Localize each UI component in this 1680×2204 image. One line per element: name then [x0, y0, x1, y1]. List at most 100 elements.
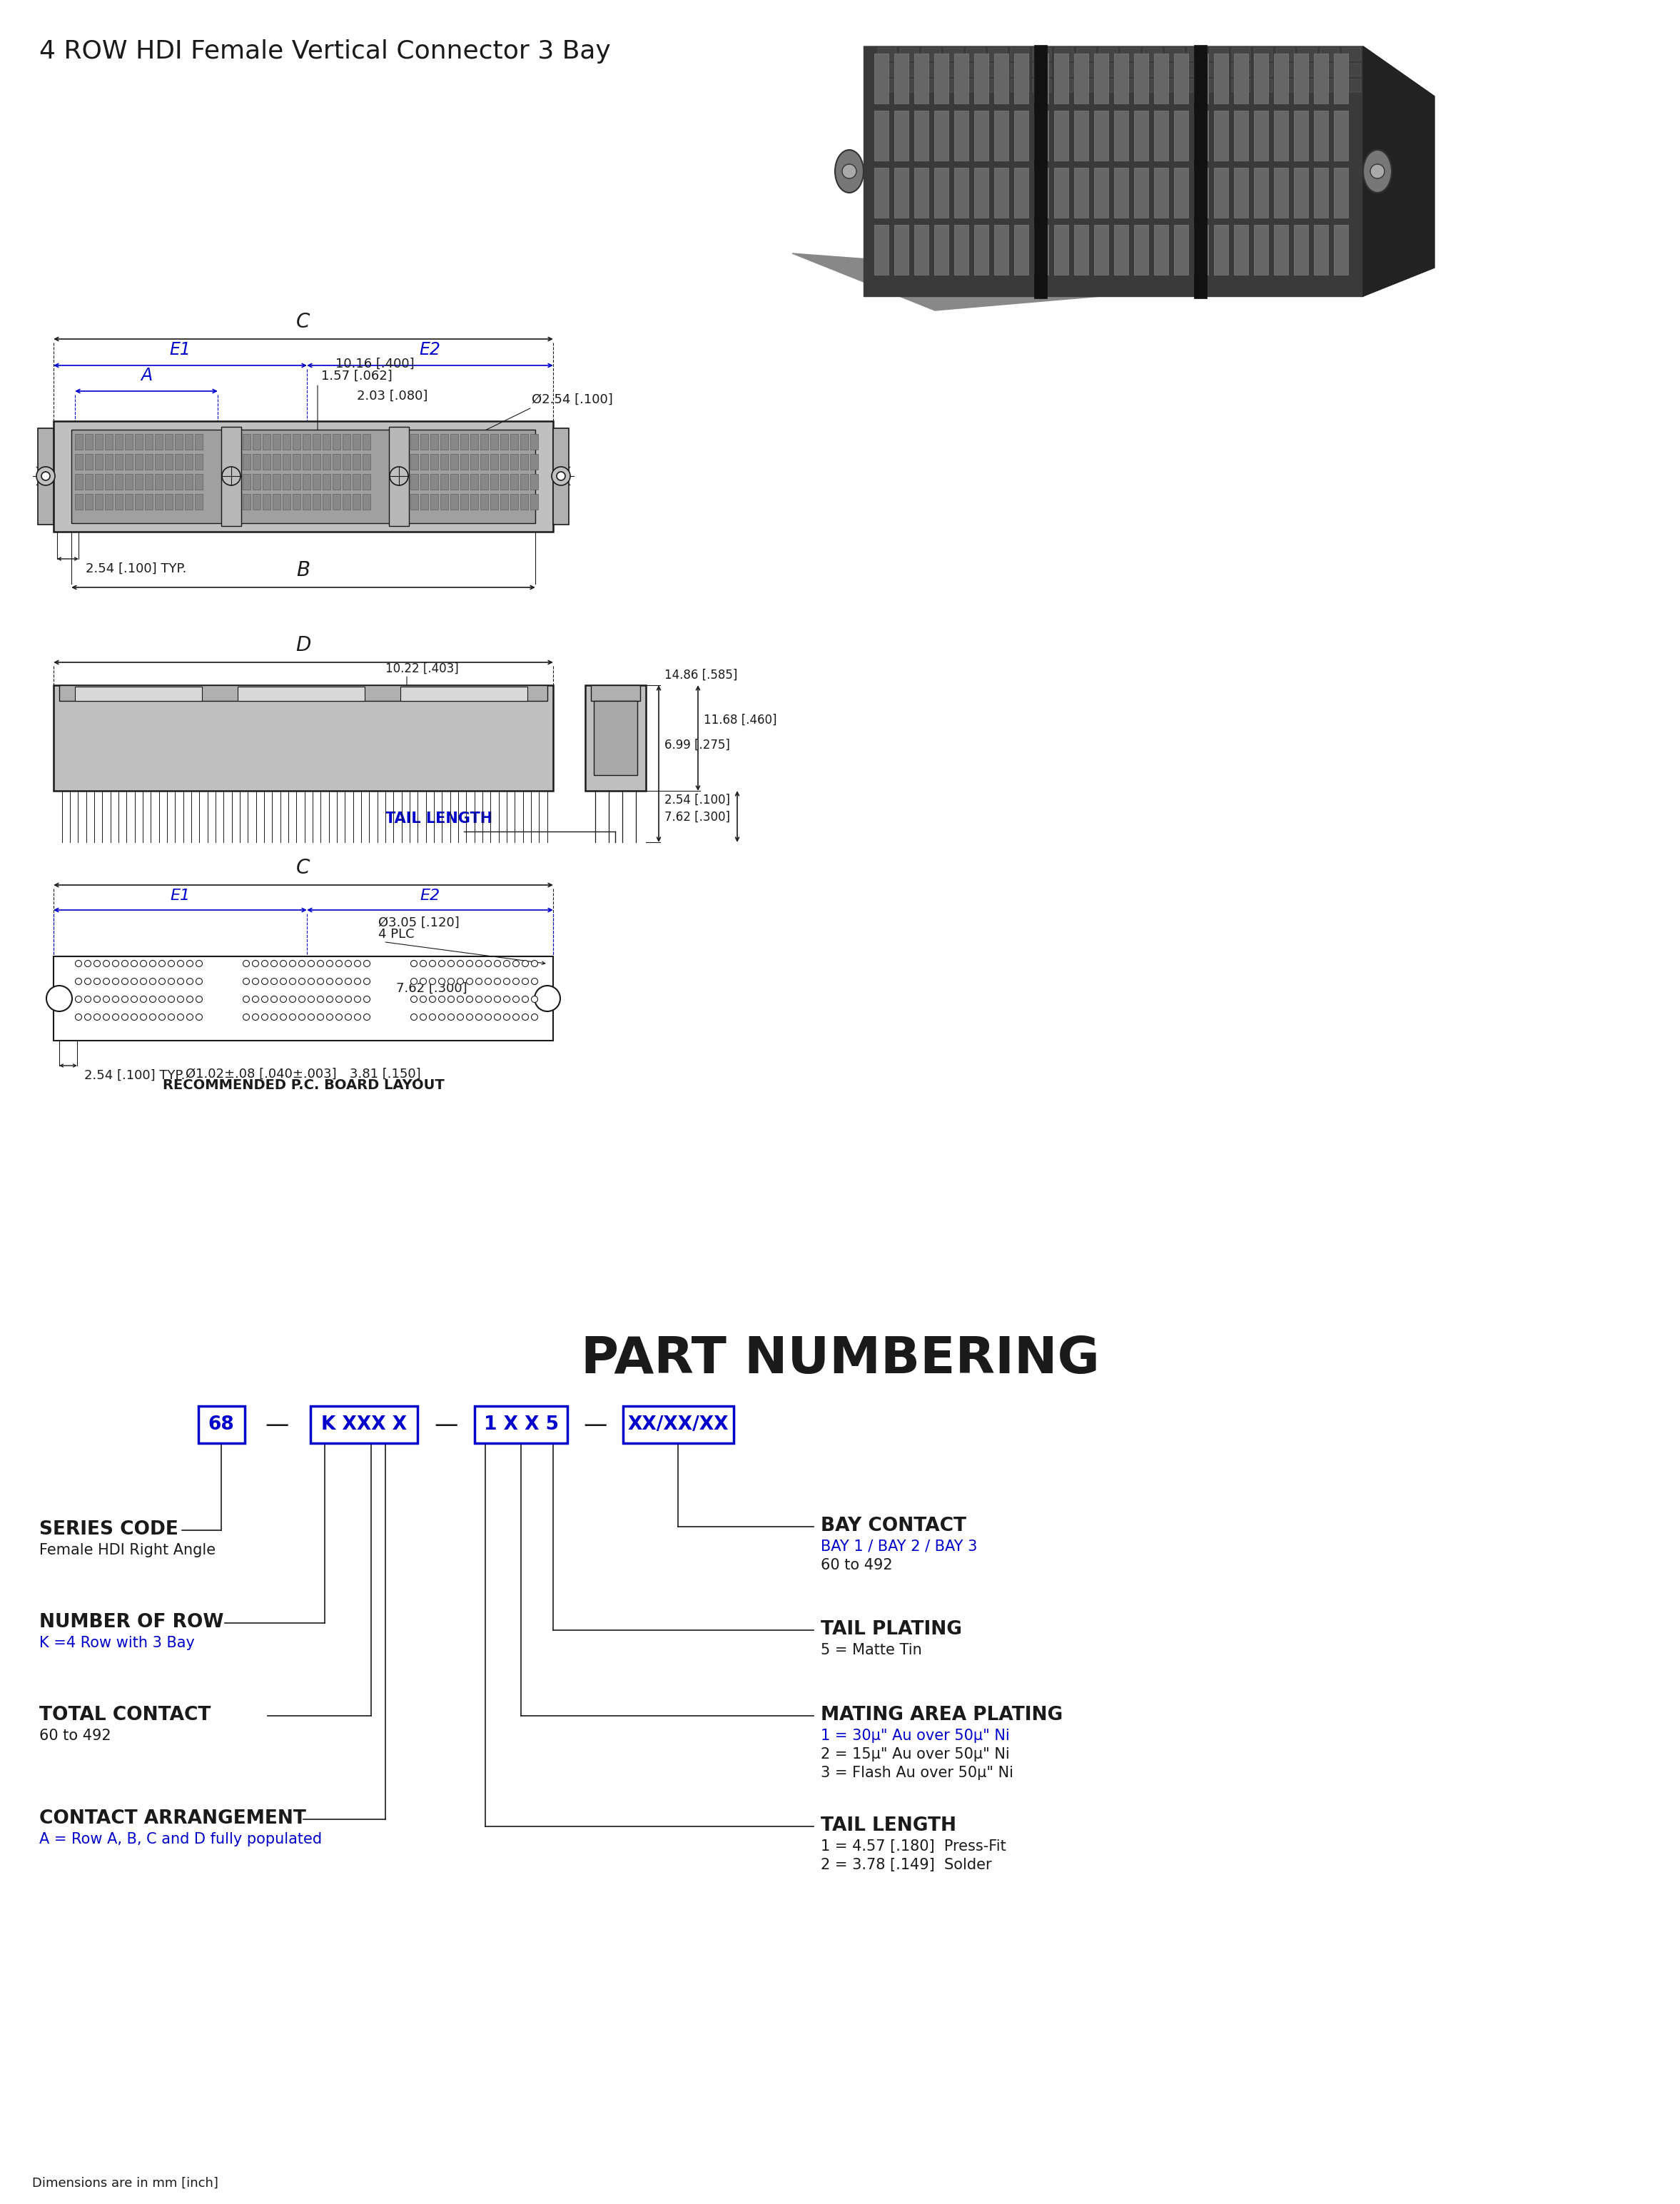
Text: 3 = Flash Au over 50μ" Ni: 3 = Flash Au over 50μ" Ni [822, 1765, 1013, 1781]
Bar [914, 53, 929, 104]
Circle shape [102, 979, 109, 985]
Circle shape [113, 979, 119, 985]
Text: 5 = Matte Tin: 5 = Matte Tin [822, 1642, 922, 1657]
Bar [974, 53, 988, 104]
Circle shape [244, 996, 249, 1003]
Bar [1277, 48, 1295, 62]
Circle shape [197, 961, 202, 968]
Circle shape [842, 163, 857, 179]
Circle shape [318, 961, 324, 968]
Bar [440, 474, 449, 489]
Circle shape [84, 996, 91, 1003]
Bar [343, 454, 351, 469]
Bar [954, 225, 968, 276]
Bar [1314, 53, 1329, 104]
Text: Female HDI Right Angle: Female HDI Right Angle [39, 1543, 215, 1558]
Bar [195, 434, 203, 450]
Bar [1035, 168, 1048, 218]
Bar [894, 110, 909, 161]
Polygon shape [864, 46, 1435, 97]
Bar [521, 474, 528, 489]
Bar [76, 494, 82, 509]
Text: TAIL PLATING: TAIL PLATING [822, 1620, 963, 1640]
Text: 4 ROW HDI Female Vertical Connector 3 Bay: 4 ROW HDI Female Vertical Connector 3 Ba… [39, 40, 612, 64]
Bar [1277, 79, 1295, 93]
Bar [1055, 79, 1074, 93]
Bar [1253, 168, 1268, 218]
Circle shape [449, 961, 454, 968]
Bar [1253, 48, 1272, 62]
Text: E2: E2 [420, 888, 440, 904]
Bar [531, 494, 538, 509]
Text: 1.57 [.062]: 1.57 [.062] [321, 370, 393, 383]
Circle shape [76, 1014, 82, 1020]
Bar [1174, 110, 1188, 161]
Bar [124, 474, 133, 489]
Circle shape [449, 996, 454, 1003]
Bar [292, 494, 301, 509]
Bar [521, 434, 528, 450]
Circle shape [76, 996, 82, 1003]
Circle shape [326, 1014, 333, 1020]
Text: 1 = 30μ" Au over 50μ" Ni: 1 = 30μ" Au over 50μ" Ni [822, 1728, 1010, 1743]
Circle shape [244, 979, 249, 985]
Bar [165, 474, 173, 489]
Bar [450, 474, 459, 489]
Bar [1077, 79, 1095, 93]
Circle shape [475, 979, 482, 985]
Circle shape [262, 996, 269, 1003]
Circle shape [457, 961, 464, 968]
Bar [1055, 64, 1074, 77]
Bar [144, 454, 153, 469]
Circle shape [512, 979, 519, 985]
Text: 2.03 [.080]: 2.03 [.080] [356, 390, 428, 403]
Bar [934, 225, 949, 276]
Bar [1077, 64, 1095, 77]
Circle shape [289, 979, 296, 985]
Bar [894, 225, 909, 276]
Bar [410, 474, 418, 489]
Bar [1094, 53, 1109, 104]
Circle shape [244, 1014, 249, 1020]
Bar [460, 474, 469, 489]
Circle shape [139, 961, 146, 968]
Bar [1114, 53, 1129, 104]
Circle shape [486, 1014, 491, 1020]
Circle shape [131, 1014, 138, 1020]
Circle shape [467, 996, 472, 1003]
Text: Ø1.02±.08 [.040±.003]: Ø1.02±.08 [.040±.003] [185, 1067, 336, 1080]
Bar [94, 434, 102, 450]
Text: TOTAL CONTACT: TOTAL CONTACT [39, 1706, 210, 1724]
Bar [1215, 225, 1228, 276]
Circle shape [344, 1014, 351, 1020]
Circle shape [556, 472, 564, 480]
Bar [195, 474, 203, 489]
Bar [282, 474, 291, 489]
Bar [343, 494, 351, 509]
Circle shape [504, 996, 511, 1003]
Text: TAIL LENGTH: TAIL LENGTH [385, 811, 492, 826]
Bar [323, 454, 331, 469]
Bar [302, 434, 311, 450]
Text: 60 to 492: 60 to 492 [39, 1728, 111, 1743]
Text: 2.54 [.100] TYP.: 2.54 [.100] TYP. [86, 562, 186, 575]
Circle shape [139, 1014, 146, 1020]
Bar [272, 434, 281, 450]
Bar [954, 53, 968, 104]
Circle shape [178, 1014, 183, 1020]
Text: 6.99 [.275]: 6.99 [.275] [664, 738, 731, 752]
Circle shape [252, 961, 259, 968]
Bar [900, 79, 919, 93]
Circle shape [42, 472, 50, 480]
Bar [914, 168, 929, 218]
Bar [195, 454, 203, 469]
Bar [272, 494, 281, 509]
Text: RECOMMENDED P.C. BOARD LAYOUT: RECOMMENDED P.C. BOARD LAYOUT [163, 1078, 444, 1091]
Bar [1099, 79, 1117, 93]
FancyBboxPatch shape [474, 1406, 568, 1444]
Circle shape [551, 467, 570, 485]
Bar [1094, 110, 1109, 161]
Bar [491, 434, 499, 450]
Bar [460, 494, 469, 509]
Text: SERIES CODE: SERIES CODE [39, 1521, 178, 1538]
